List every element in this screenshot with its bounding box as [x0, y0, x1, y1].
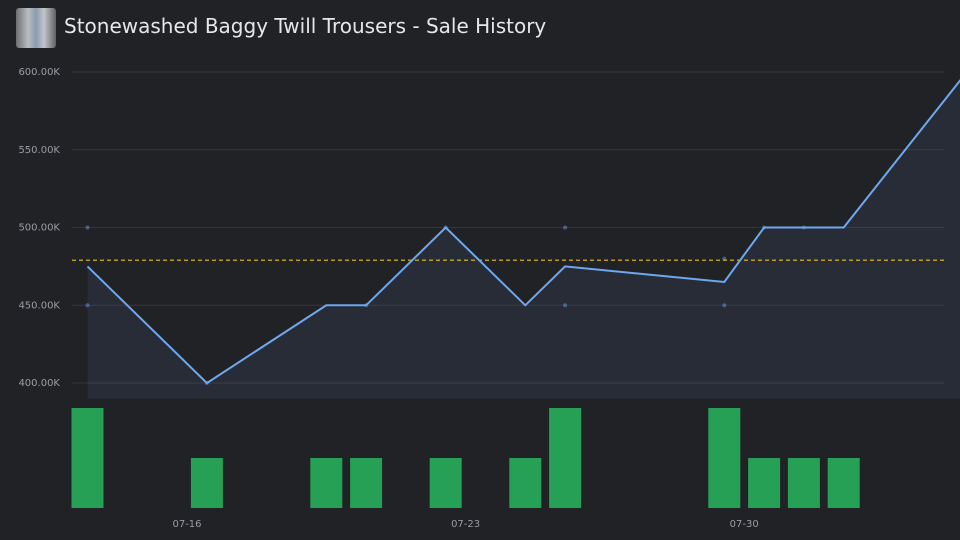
sale-point — [722, 303, 727, 308]
sale-point — [563, 225, 568, 230]
area — [87, 80, 960, 399]
volume-bar — [310, 458, 343, 508]
volume-bar — [549, 408, 582, 508]
y-tick-label: 600.00K — [18, 67, 60, 78]
y-tick-label: 400.00K — [18, 378, 60, 389]
price-line — [86, 78, 960, 385]
x-tick-label: 07-30 — [730, 519, 759, 530]
volume-bar — [350, 458, 383, 508]
x-tick-label: 07-23 — [451, 519, 480, 530]
volume-bar — [748, 458, 781, 508]
x-tick-label: 07-16 — [172, 519, 201, 530]
sale-point — [85, 225, 90, 230]
volume-bar — [787, 458, 820, 508]
volume-bar — [429, 458, 462, 508]
product-thumbnail — [16, 8, 56, 48]
volume-bar — [190, 458, 223, 508]
sale-point — [563, 303, 568, 308]
sale-point — [85, 303, 90, 308]
volume-bar — [708, 408, 741, 508]
y-tick-label: 550.00K — [18, 145, 60, 156]
y-tick-label: 500.00K — [18, 223, 60, 234]
chart-title: Stonewashed Baggy Twill Trousers - Sale … — [64, 14, 547, 38]
y-tick-label: 450.00K — [18, 300, 60, 311]
volume-bar — [827, 458, 860, 508]
volume-bar — [71, 408, 104, 508]
volume-bar — [509, 458, 542, 508]
